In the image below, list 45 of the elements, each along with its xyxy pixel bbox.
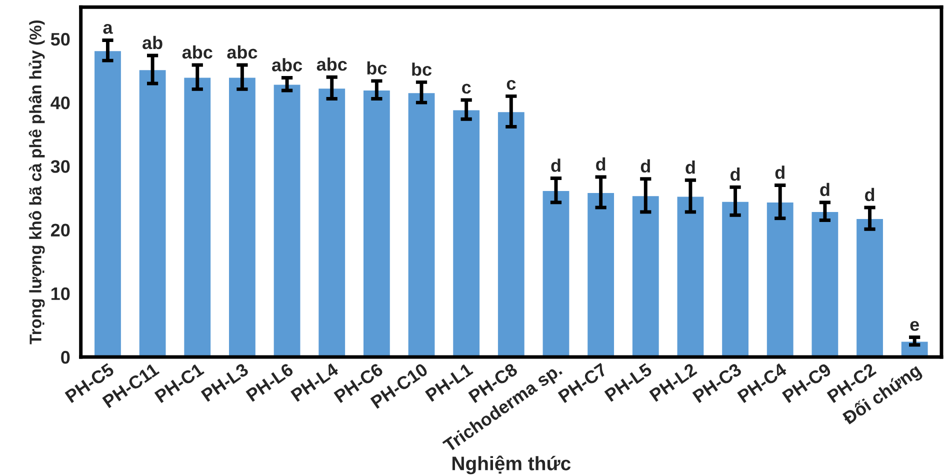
- bar: [631, 194, 660, 357]
- annotation: d: [686, 160, 695, 174]
- bar: [228, 76, 257, 357]
- bar: [586, 192, 616, 357]
- annotation: abc: [316, 58, 347, 71]
- annotation: d: [730, 168, 740, 181]
- bar: [720, 200, 750, 357]
- annotation: bc: [412, 62, 432, 76]
- bar: [93, 50, 122, 357]
- annotation: abc: [227, 45, 258, 59]
- annotation: d: [640, 159, 650, 173]
- y-tick-label: 50: [50, 32, 70, 46]
- y-tick-label: 0: [61, 350, 70, 364]
- bar: [272, 83, 302, 357]
- annotation: abc: [272, 58, 302, 72]
- y-tick-label: 10: [51, 287, 70, 300]
- bar: [406, 92, 436, 357]
- annotation: a: [103, 24, 113, 34]
- annotation: d: [820, 182, 830, 196]
- annotation: e: [910, 321, 919, 331]
- annotation: c: [506, 80, 516, 90]
- annotation: bc: [367, 61, 387, 75]
- bar: [676, 195, 706, 357]
- y-tick-label: 20: [50, 224, 70, 236]
- annotation: d: [775, 166, 784, 179]
- bar: [317, 87, 346, 357]
- annotation: c: [462, 84, 471, 94]
- annotation: ab: [142, 36, 162, 50]
- x-axis-title: Nghiệm thức: [452, 456, 571, 474]
- y-axis-title: Trọng lượng khô bã cà phê phân hủy (%): [28, 20, 45, 344]
- bar: [182, 76, 212, 357]
- bar: [541, 190, 571, 357]
- y-tick-label: 40: [50, 96, 70, 110]
- annotation: d: [864, 188, 874, 202]
- annotation: d: [596, 157, 606, 171]
- bar: [855, 218, 884, 357]
- bar: [138, 68, 168, 357]
- bar: [496, 110, 526, 357]
- bar: [810, 210, 840, 357]
- bar: [452, 108, 481, 357]
- y-tick-label: 30: [50, 160, 70, 173]
- annotation: d: [551, 158, 560, 172]
- bar: [766, 201, 795, 357]
- bar: [362, 89, 392, 357]
- annotation: abc: [182, 45, 212, 59]
